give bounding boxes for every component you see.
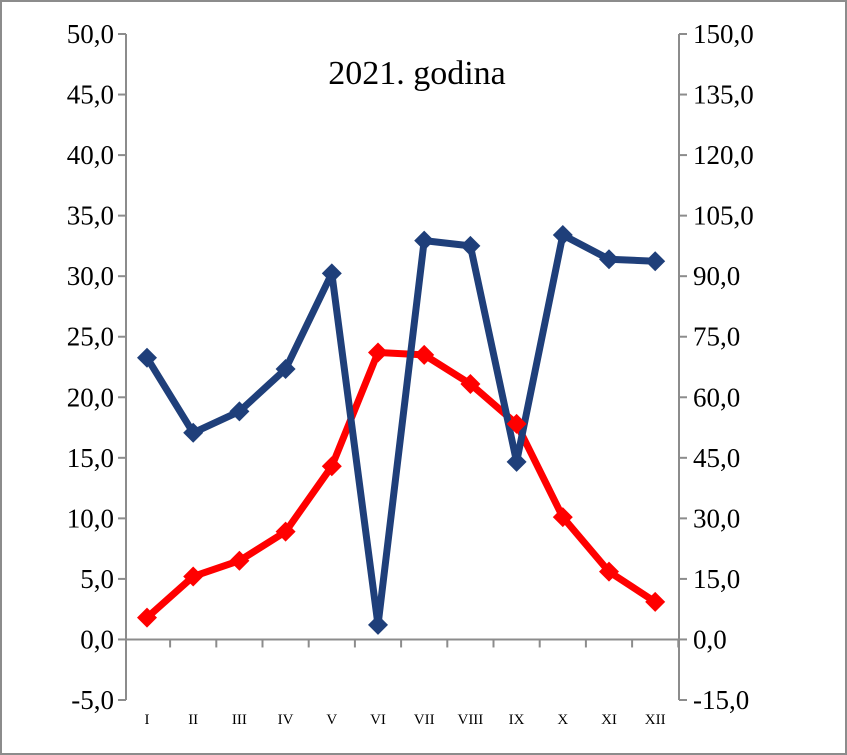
series-line-2 xyxy=(143,231,659,629)
category-label: VI xyxy=(370,712,386,728)
left-axis-tick-label: 20,0 xyxy=(67,382,114,412)
series-2-point xyxy=(599,249,619,270)
series-2-point xyxy=(229,401,250,422)
left-axis-tick-label: 15,0 xyxy=(67,443,114,473)
series-1-point xyxy=(645,591,666,612)
series-lines xyxy=(143,231,659,629)
right-axis-tick-label: 45,0 xyxy=(693,443,740,473)
category-label: V xyxy=(326,712,337,728)
series-1-point xyxy=(275,521,296,542)
series-1-point xyxy=(183,566,204,587)
right-axis-tick-label: 60,0 xyxy=(693,382,740,412)
left-axis-tick-label: 40,0 xyxy=(67,140,114,170)
series-2-point xyxy=(275,359,296,380)
series-1-point xyxy=(599,561,619,582)
right-axis-tick-label: 75,0 xyxy=(693,322,740,352)
category-label: X xyxy=(557,712,568,728)
right-axis-tick-label: 105,0 xyxy=(693,201,754,231)
category-label: I xyxy=(145,712,150,728)
left-axis-tick-label: 0,0 xyxy=(80,624,114,654)
axes: -5,0 0,0 5,0 10,0 15,0 20,0 25,0 30,0 35,0 40,0 45… xyxy=(67,19,754,728)
series-1-point xyxy=(137,607,157,628)
left-axis-tick-label: 30,0 xyxy=(67,261,114,291)
left-axis-tick-label: 5,0 xyxy=(80,564,114,594)
right-axis-tick-label: 120,0 xyxy=(693,140,754,170)
left-axis-tick-label: 25,0 xyxy=(67,322,114,352)
series-2-point xyxy=(645,251,666,272)
series-2-point xyxy=(137,347,157,368)
left-axis-tick-label: 10,0 xyxy=(67,503,114,533)
series-line-1 xyxy=(143,348,659,622)
right-axis-tick-label: 15,0 xyxy=(693,564,740,594)
left-axis-tick-label: 50,0 xyxy=(67,19,114,49)
right-axis-tick-label: -15,0 xyxy=(693,685,749,715)
series-2-point xyxy=(506,451,527,472)
series-1-point xyxy=(321,456,342,477)
series-2-point xyxy=(414,230,435,251)
series-2-point xyxy=(321,263,342,284)
right-axis-tick-label: 135,0 xyxy=(693,80,754,110)
category-label: XII xyxy=(645,712,666,728)
right-axis-tick-label: 90,0 xyxy=(693,261,740,291)
series-2-point xyxy=(183,422,204,443)
category-label: IV xyxy=(278,712,294,728)
series-2-point xyxy=(552,225,573,246)
series-1-point xyxy=(506,413,527,434)
series-markers xyxy=(137,225,666,635)
series-1-point xyxy=(552,507,573,528)
category-label: VIII xyxy=(457,712,483,728)
right-axis-tick-label: 150,0 xyxy=(693,19,754,49)
chart-title: 2021. godina xyxy=(328,55,506,92)
series-1-point xyxy=(368,342,388,363)
left-axis-tick-label: 35,0 xyxy=(67,201,114,231)
left-axis-tick-label: 45,0 xyxy=(67,80,114,110)
category-label: IX xyxy=(509,712,525,728)
series-1-point xyxy=(460,373,481,394)
right-axis-tick-label: 30,0 xyxy=(693,503,740,533)
category-label: II xyxy=(188,712,198,728)
series-2-point xyxy=(460,235,481,256)
series-1-point xyxy=(229,550,250,571)
series-1-point xyxy=(414,344,435,365)
category-label: XI xyxy=(601,712,617,728)
left-axis-tick-label: -5,0 xyxy=(71,685,114,715)
category-label: III xyxy=(232,712,247,728)
right-axis-tick-label: 0,0 xyxy=(693,624,727,654)
category-label: VII xyxy=(414,712,435,728)
series-2-point xyxy=(368,614,388,635)
